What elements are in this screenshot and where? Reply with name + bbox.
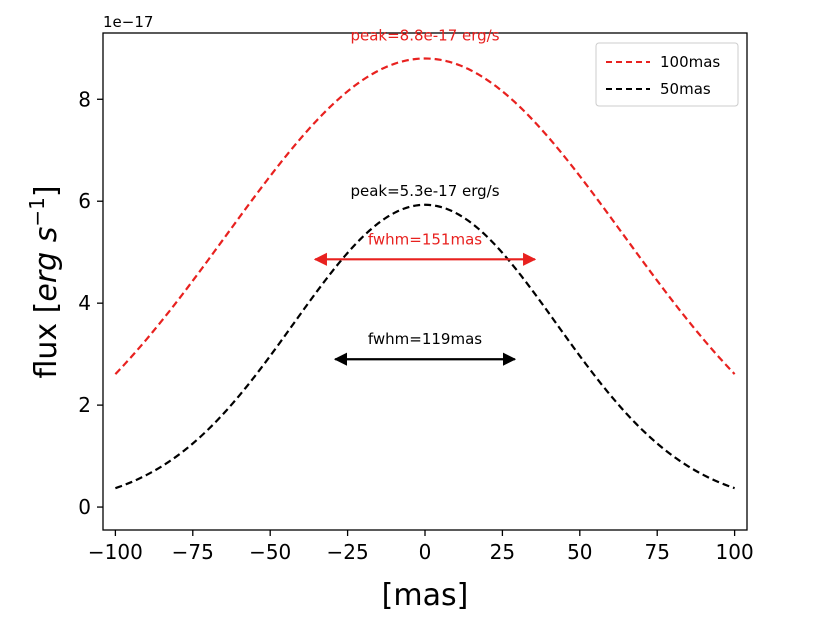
y-axis-ticks: 0 2 4 6 8: [78, 87, 103, 519]
y-axis-label-main: flux [: [29, 302, 64, 379]
x-axis-label: [mas]: [382, 578, 469, 613]
y-axis-label-close: ]: [29, 185, 64, 197]
annotation-peak-black: peak=5.3e-17 erg/s: [350, 182, 499, 200]
x-tick-label: −75: [172, 540, 214, 564]
x-tick-label: −25: [326, 540, 368, 564]
x-tick-label: 100: [716, 540, 754, 564]
y-axis-label: flux [erg s−1]: [25, 185, 64, 378]
x-tick-label: 50: [567, 540, 592, 564]
y-tick-label: 6: [78, 189, 91, 213]
y-tick-label: 4: [78, 291, 91, 315]
y-offset-label: 1e−17: [103, 13, 153, 31]
x-tick-label: 0: [419, 540, 432, 564]
series-layer: [114, 57, 736, 490]
x-tick-label: −100: [88, 540, 143, 564]
legend-label-100mas: 100mas: [660, 53, 720, 71]
x-tick-label: 25: [490, 540, 515, 564]
plot-frame: [102, 32, 748, 531]
x-tick-label: −50: [249, 540, 291, 564]
annotation-fwhm-black: fwhm=119mas: [368, 330, 482, 348]
annotations-layer: peak=8.8e-17 erg/s peak=5.3e-17 erg/s fwhm…: [313, 27, 537, 366]
legend: 100mas 50mas: [595, 42, 739, 107]
annotation-fwhm-red: fwhm=151mas: [368, 231, 482, 249]
legend-label-50mas: 50mas: [660, 80, 711, 98]
y-axis-label-sup: −1: [25, 197, 49, 226]
y-axis-label-italic: erg s: [29, 227, 64, 302]
x-axis-ticks: −100 −75 −50 −25 0 25 50 75 100: [88, 530, 754, 564]
y-tick-label: 0: [78, 495, 91, 519]
y-tick-label: 2: [78, 393, 91, 417]
x-tick-label: 75: [644, 540, 669, 564]
legend-box: [595, 42, 739, 107]
y-tick-label: 8: [78, 87, 91, 111]
series-line-50mas: [115, 203, 735, 490]
series-line-100mas: [114, 57, 736, 375]
annotation-peak-red: peak=8.8e-17 erg/s: [350, 27, 499, 45]
